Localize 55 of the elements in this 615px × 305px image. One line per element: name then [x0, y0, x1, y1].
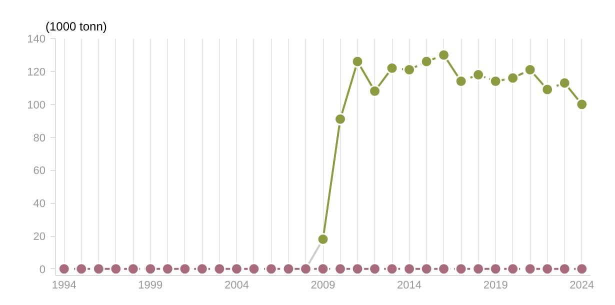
- y-tick-label: 120: [27, 66, 46, 78]
- y-axis-title: (1000 tonn): [46, 20, 107, 34]
- point: [248, 262, 260, 276]
- x-tick-label: 2014: [397, 280, 422, 292]
- point: [489, 75, 502, 88]
- point: [282, 262, 295, 276]
- point: [368, 262, 382, 276]
- point: [420, 55, 433, 68]
- point: [420, 262, 433, 276]
- y-tick-label: 60: [33, 165, 46, 178]
- point: [524, 262, 536, 276]
- y-tick-label: 0: [39, 264, 46, 276]
- point: [196, 262, 208, 276]
- y-tick-label: 100: [27, 99, 46, 112]
- y-tick-label: 140: [27, 34, 46, 46]
- point: [316, 233, 330, 246]
- y-tick-label: 40: [33, 198, 46, 210]
- point: [351, 262, 364, 276]
- point: [126, 262, 140, 276]
- point: [75, 262, 88, 276]
- y-tick-label: 20: [33, 231, 46, 243]
- point: [489, 262, 502, 276]
- point: [334, 262, 347, 276]
- point: [541, 262, 554, 276]
- x-tick-label: 2009: [310, 280, 336, 292]
- x-tick-label: 2004: [224, 280, 249, 292]
- point: [438, 262, 450, 276]
- point: [58, 262, 70, 276]
- point: [506, 262, 520, 276]
- point: [351, 55, 364, 68]
- point: [576, 262, 588, 276]
- point: [161, 262, 174, 276]
- point: [403, 64, 416, 76]
- x-tick-label: 2024: [570, 280, 594, 292]
- point: [316, 262, 330, 276]
- x-tick-label: 1994: [52, 280, 76, 292]
- point: [299, 262, 312, 276]
- point: [144, 262, 157, 276]
- point: [506, 72, 520, 84]
- point: [213, 262, 226, 276]
- y-tick-label: 80: [33, 132, 46, 144]
- x-tick-label: 1999: [138, 280, 163, 292]
- point: [92, 262, 105, 276]
- point: [264, 262, 278, 276]
- point: [558, 262, 571, 276]
- point: [558, 76, 571, 90]
- point: [576, 98, 588, 111]
- point: [472, 262, 485, 276]
- point: [472, 68, 485, 81]
- point: [403, 262, 416, 276]
- point: [386, 262, 398, 276]
- x-tick-label: 2019: [483, 280, 508, 292]
- point: [110, 262, 122, 276]
- point: [454, 262, 468, 276]
- point: [178, 262, 192, 276]
